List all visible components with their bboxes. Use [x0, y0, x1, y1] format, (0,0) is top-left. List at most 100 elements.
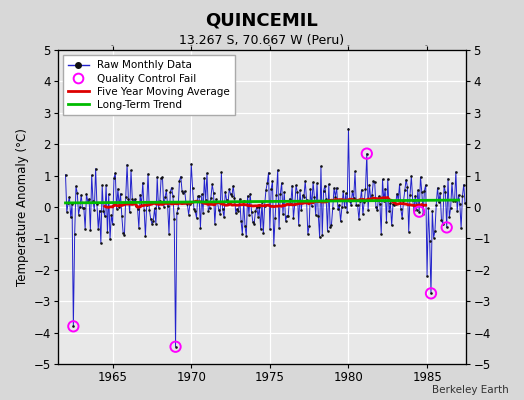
Point — [457, 225, 465, 231]
Point — [177, 173, 185, 180]
Point — [393, 190, 401, 197]
Point — [376, 200, 384, 207]
Point — [169, 193, 177, 199]
Point — [439, 221, 447, 227]
Point — [105, 191, 113, 198]
Point — [165, 230, 173, 237]
Point — [255, 204, 264, 210]
Point — [453, 208, 462, 214]
Point — [326, 224, 334, 230]
Point — [422, 182, 430, 188]
Point — [69, 323, 78, 330]
Point — [116, 190, 125, 197]
Point — [268, 178, 277, 184]
Point — [308, 203, 316, 210]
Point — [199, 209, 208, 216]
Point — [119, 230, 127, 236]
Point — [346, 198, 354, 204]
Point — [82, 191, 91, 197]
Point — [202, 197, 210, 203]
Point — [362, 186, 370, 192]
Text: Berkeley Earth: Berkeley Earth — [432, 385, 508, 395]
Point — [100, 208, 108, 214]
Point — [313, 180, 321, 186]
Point — [221, 188, 230, 195]
Point — [227, 193, 236, 200]
Point — [187, 161, 195, 167]
Point — [135, 225, 143, 231]
Point — [129, 198, 138, 205]
Point — [85, 196, 93, 202]
Point — [321, 182, 329, 189]
Point — [310, 194, 319, 200]
Point — [232, 210, 240, 216]
Point — [329, 205, 337, 211]
Point — [330, 185, 338, 191]
Point — [417, 174, 425, 180]
Point — [234, 208, 243, 215]
Point — [314, 212, 323, 219]
Point — [441, 189, 450, 196]
Point — [216, 211, 224, 217]
Point — [405, 228, 413, 235]
Point — [363, 150, 371, 157]
Point — [192, 214, 201, 221]
Point — [372, 204, 380, 210]
Point — [272, 192, 281, 198]
Point — [246, 191, 255, 197]
Point — [260, 202, 269, 209]
Point — [68, 200, 77, 207]
Point — [403, 184, 412, 190]
Point — [409, 197, 417, 203]
Point — [225, 186, 234, 192]
Point — [412, 206, 421, 213]
Point — [290, 201, 299, 208]
Point — [356, 198, 365, 204]
Point — [297, 207, 305, 214]
Point — [123, 161, 132, 168]
Legend: Raw Monthly Data, Quality Control Fail, Five Year Moving Average, Long-Term Tren: Raw Monthly Data, Quality Control Fail, … — [63, 55, 235, 115]
Point — [427, 290, 435, 296]
Point — [238, 231, 247, 237]
Point — [352, 202, 361, 208]
Point — [333, 184, 341, 191]
Point — [425, 238, 434, 244]
Point — [262, 187, 270, 194]
Point — [171, 344, 180, 350]
Point — [80, 205, 88, 211]
Point — [424, 205, 432, 212]
Point — [432, 202, 440, 208]
Point — [69, 323, 78, 330]
Point — [166, 188, 174, 195]
Point — [125, 209, 134, 216]
Point — [397, 206, 405, 212]
Point — [171, 344, 180, 350]
Point — [113, 206, 121, 212]
Point — [145, 207, 154, 213]
Point — [448, 180, 456, 186]
Point — [396, 181, 404, 188]
Point — [335, 202, 344, 208]
Point — [132, 202, 140, 209]
Point — [320, 188, 328, 194]
Point — [239, 198, 248, 204]
Point — [224, 201, 232, 207]
Point — [86, 227, 94, 233]
Point — [415, 208, 423, 215]
Point — [121, 231, 129, 238]
Point — [411, 192, 420, 199]
Point — [299, 192, 307, 198]
Point — [282, 213, 291, 219]
Point — [118, 213, 126, 220]
Point — [235, 196, 244, 202]
Point — [461, 200, 470, 206]
Point — [203, 170, 211, 176]
Point — [451, 198, 459, 204]
Point — [106, 236, 114, 242]
Point — [265, 170, 273, 176]
Point — [292, 182, 300, 189]
Point — [350, 195, 358, 202]
Point — [449, 198, 457, 204]
Point — [414, 187, 422, 193]
Point — [410, 207, 418, 213]
